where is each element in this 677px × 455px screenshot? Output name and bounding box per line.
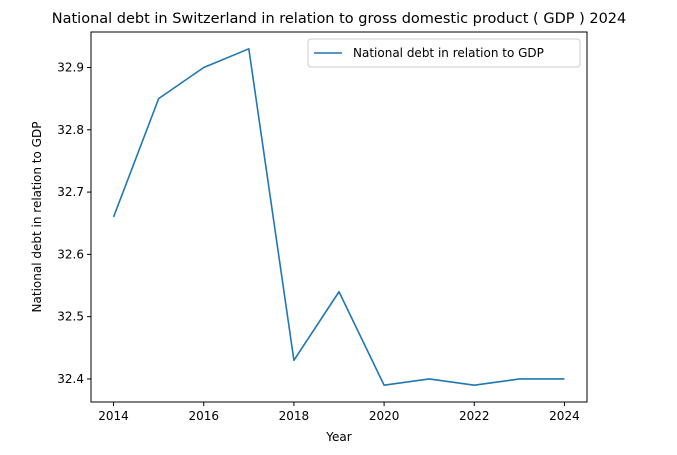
x-tick-label: 2014: [98, 409, 129, 423]
x-tick-label: 2018: [279, 409, 310, 423]
x-axis-label: Year: [325, 430, 351, 444]
y-tick-label: 32.8: [57, 123, 84, 137]
y-tick-label: 32.5: [57, 310, 84, 324]
y-tick-label: 32.6: [57, 247, 84, 261]
legend-label: National debt in relation to GDP: [353, 46, 544, 60]
y-axis-label: National debt in relation to GDP: [30, 122, 44, 313]
legend-box: [307, 38, 581, 68]
x-axis: 2014 2016 2018 2020 2022 2024: [98, 402, 580, 423]
y-tick-label: 32.9: [57, 61, 84, 75]
plot-area: [90, 31, 588, 403]
y-tick-label: 32.7: [57, 185, 84, 199]
series-line: [112, 48, 565, 386]
x-tick-label: 2022: [459, 409, 490, 423]
legend: National debt in relation to GDP: [307, 38, 581, 68]
x-tick-label: 2024: [549, 409, 580, 423]
y-axis: 32.4 32.5 32.6 32.7 32.8 32.9: [57, 61, 91, 386]
y-tick-label: 32.4: [57, 372, 84, 386]
x-tick-label: 2020: [369, 409, 400, 423]
x-tick-label: 2016: [188, 409, 219, 423]
chart-title: National debt in Switzerland in relation…: [52, 11, 627, 27]
